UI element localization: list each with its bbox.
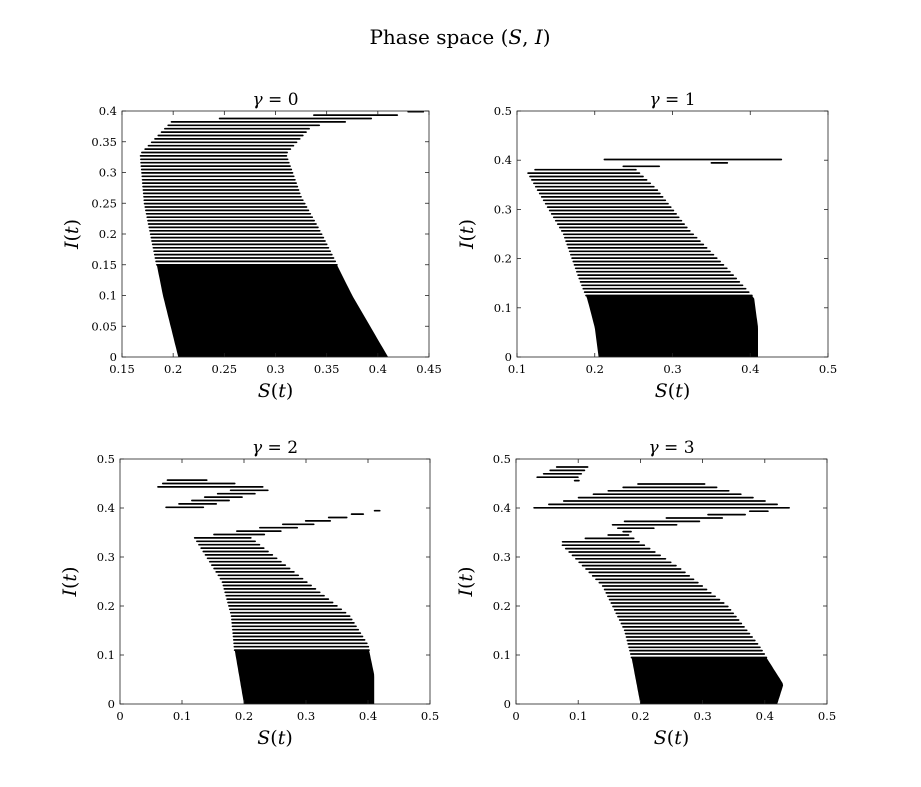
y-tick-label: 0.35 <box>91 135 117 149</box>
dense-trajectory-band <box>156 264 389 357</box>
y-tick-label: 0.2 <box>99 227 117 241</box>
x-tick-label: 0.4 <box>756 709 774 723</box>
y-tick-label: 0.4 <box>99 104 117 118</box>
y-tick-label: 0.15 <box>91 258 117 272</box>
x-tick-label: 0.35 <box>314 362 340 376</box>
subplot-3: 0 0.1 0.2 0.3 0.4 0.5 0 0.1 0.2 0.3 0.4 0.5 γ = 2 S(t… <box>59 438 439 749</box>
x-axis-label: S(t) <box>654 727 690 749</box>
x-tick-label: 0.1 <box>508 362 526 376</box>
x-tick-label: 0 <box>116 709 123 723</box>
y-tick-label: 0.5 <box>494 104 512 118</box>
subplot-title: γ = 1 <box>649 90 695 110</box>
y-tick-label: 0.4 <box>97 501 115 515</box>
series-trajectories <box>533 466 790 704</box>
y-tick-label: 0.5 <box>97 452 115 466</box>
y-tick-label: 0.2 <box>97 599 115 613</box>
x-tick-label: 0.15 <box>109 362 135 376</box>
subplot-2: 0.1 0.2 0.3 0.4 0.500.10.20.30.40.5γ = 1S(t)… <box>456 90 837 402</box>
x-tick-label: 0.4 <box>359 709 377 723</box>
y-tick-label: 0 <box>505 350 512 364</box>
y-tick-label: 0.1 <box>99 289 117 303</box>
figure-title: Phase space (S, I) <box>369 25 550 49</box>
y-tick-label: 0.5 <box>493 452 511 466</box>
x-tick-label: 0.25 <box>212 362 238 376</box>
subplot-title: γ = 0 <box>252 90 298 110</box>
y-tick-label: 0.3 <box>494 202 512 216</box>
x-tick-label: 0.45 <box>416 362 442 376</box>
x-tick-label: 0.3 <box>693 709 711 723</box>
y-tick-label: 0 <box>108 697 115 711</box>
axes-frame <box>119 458 431 705</box>
x-tick-label: 0.2 <box>164 362 182 376</box>
y-tick-label: 0 <box>504 697 511 711</box>
x-axis-label: S(t) <box>655 380 691 402</box>
subplot-1: 0.15 0.2 0.25 0.3 0.35 0.4 0.45 0 0.05 0.1 0.15 0.2… <box>61 90 442 402</box>
x-tick-label: 0.5 <box>819 362 837 376</box>
y-axis-label: I(t) <box>59 567 81 598</box>
x-tick-label: 0.4 <box>741 362 759 376</box>
y-axis-label: I(t) <box>456 219 478 250</box>
y-axis-label: I(t) <box>61 219 83 250</box>
x-tick-label: 0.2 <box>235 709 253 723</box>
x-tick-label: 0.3 <box>663 362 681 376</box>
x-tick-label: 0.3 <box>297 709 315 723</box>
x-tick-label: 0 <box>512 709 519 723</box>
dense-trajectory-band <box>631 657 784 704</box>
x-tick-label: 0.1 <box>173 709 191 723</box>
x-tick-label: 0.2 <box>631 709 649 723</box>
y-tick-label: 0.25 <box>91 196 117 210</box>
x-tick-label: 0.2 <box>586 362 604 376</box>
series-trajectories <box>157 479 381 704</box>
y-tick-label: 0.3 <box>97 550 115 564</box>
series-trajectories <box>527 158 783 357</box>
y-tick-label: 0.3 <box>99 166 117 180</box>
x-axis-label: S(t) <box>258 380 294 402</box>
y-tick-label: 0 <box>110 350 117 364</box>
y-tick-label: 0.4 <box>494 153 512 167</box>
x-axis-label: S(t) <box>257 727 293 749</box>
y-tick-label: 0.05 <box>91 319 117 333</box>
subplot-grid: 0.15 0.2 0.25 0.3 0.35 0.4 0.45 0 0.05 0.1 0.15 0.2… <box>59 90 837 749</box>
y-tick-label: 0.2 <box>494 252 512 266</box>
y-axis-label: I(t) <box>455 567 477 598</box>
axes-frame <box>515 458 828 705</box>
y-tick-label: 0.2 <box>493 599 511 613</box>
y-tick-label: 0.1 <box>97 648 115 662</box>
subplot-title: γ = 3 <box>648 438 694 458</box>
subplot-4: 0 0.1 0.2 0.3 0.4 0.5 0 0.1 0.2 0.3 0.4 0.5 γ = 3 S(t… <box>455 438 836 749</box>
dense-trajectory-band <box>234 650 375 704</box>
y-tick-label: 0.1 <box>493 648 511 662</box>
series-trajectories <box>139 111 425 357</box>
y-tick-label: 0.4 <box>493 501 511 515</box>
subplot-title: γ = 2 <box>252 438 298 458</box>
y-tick-label: 0.1 <box>494 301 512 315</box>
x-tick-label: 0.5 <box>421 709 439 723</box>
x-tick-label: 0.3 <box>266 362 284 376</box>
x-tick-label: 0.4 <box>369 362 387 376</box>
dense-trajectory-band <box>586 295 758 357</box>
y-tick-label: 0.3 <box>493 550 511 564</box>
x-tick-label: 0.5 <box>818 709 836 723</box>
x-tick-label: 0.1 <box>569 709 587 723</box>
